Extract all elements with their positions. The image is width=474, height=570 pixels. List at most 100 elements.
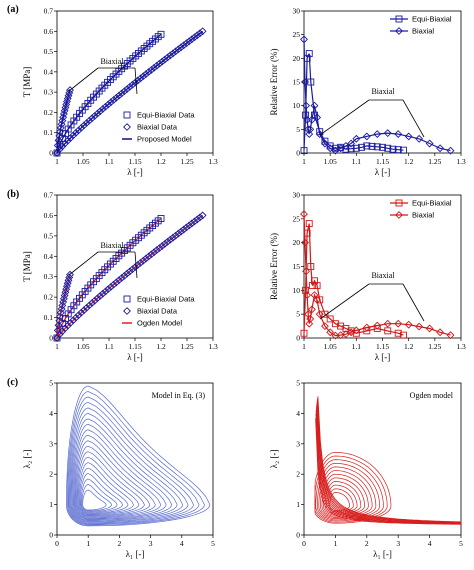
y-tick-label: 0: [49, 334, 53, 343]
y-tick-label: 0.1: [44, 313, 54, 322]
x-tick-label: 1.3: [208, 157, 218, 166]
y-tick-label: 0.3: [44, 88, 54, 97]
data-point: [131, 263, 140, 272]
data-point: [139, 256, 148, 265]
data-point: [187, 219, 196, 228]
data-point: [142, 70, 150, 79]
annotation-biaxial: Biaxial: [371, 87, 395, 96]
data-point: [166, 51, 175, 60]
y-tick-label: 4: [49, 409, 53, 418]
data-point: [152, 61, 161, 70]
contour-line: [76, 451, 145, 517]
x-tick-label: 1.1: [104, 342, 114, 351]
data-point: [128, 80, 137, 89]
data-point: [347, 145, 355, 153]
x-tick-label: 5: [211, 539, 215, 548]
data-point: [101, 102, 110, 111]
data-point: [379, 143, 386, 151]
x-tick-label: 2: [118, 539, 122, 548]
x-axis-label: λ [-]: [127, 167, 143, 177]
contour-line: [72, 429, 167, 520]
data-point: [195, 29, 204, 38]
legend-marker: [395, 15, 403, 23]
data-point: [56, 312, 64, 321]
contour-line: [315, 418, 461, 525]
x-tick-label: 1.25: [428, 157, 441, 166]
x-tick-label: 1.15: [376, 157, 389, 166]
contour-line: [70, 413, 183, 523]
x-tick-label: 1.05: [76, 342, 89, 351]
data-point: [384, 144, 392, 152]
data-point: [352, 134, 361, 143]
data-point: [301, 78, 309, 86]
data-point: [302, 101, 311, 110]
data-point: [163, 53, 172, 62]
data-point: [179, 41, 188, 50]
model-curve: [56, 214, 203, 339]
data-point: [425, 324, 434, 333]
data-point: [80, 306, 88, 315]
x-tick-label: 1: [55, 157, 59, 166]
x-tick-label: 4: [180, 539, 184, 548]
data-point: [174, 229, 183, 238]
x-tick-label: 1.15: [128, 157, 141, 166]
data-point: [394, 130, 403, 139]
y-tick-label: 15: [293, 78, 301, 87]
chart-title: Ogden model: [410, 391, 454, 400]
annotation-biaxial: Biaxial: [100, 57, 124, 66]
chart-a-right: 1 1.05 1.1 1.15 1.2 1.25 1.3 0 5 10 15 20 25 30 λ [-] R…: [269, 7, 466, 178]
x-tick-label: 1: [302, 157, 306, 166]
data-point: [117, 89, 126, 98]
y-tick-label: 0.7: [44, 7, 54, 16]
x-tick-label: 1.3: [456, 342, 466, 351]
contour-line: [317, 396, 462, 523]
contour-line: [316, 402, 462, 524]
data-point: [347, 139, 356, 148]
data-point: [436, 144, 445, 153]
data-point: [179, 225, 188, 234]
data-point: [315, 130, 324, 139]
data-point: [125, 267, 134, 276]
x-tick-label: 1.25: [428, 342, 441, 351]
data-point: [300, 210, 308, 219]
legend-label: Equi-Biaxial Data: [137, 111, 195, 120]
x-tick-label: 1.2: [404, 342, 414, 351]
data-point: [144, 68, 153, 76]
data-point: [320, 322, 329, 331]
data-point: [363, 142, 371, 150]
x-tick-label: 1.05: [76, 157, 89, 166]
x-tick-label: 1: [334, 539, 338, 548]
chart-title: Model in Eq. (3): [152, 391, 206, 400]
data-point: [190, 217, 199, 226]
data-point: [112, 278, 121, 287]
y-tick-label: 0.6: [44, 211, 54, 220]
legend-marker: [123, 111, 131, 119]
x-axis-label: λ [-]: [375, 167, 391, 177]
data-point: [308, 282, 316, 290]
y-tick-label: 0.2: [44, 108, 54, 117]
x-axis-label: λ [-]: [127, 352, 143, 362]
y-tick-label: 0: [49, 531, 53, 540]
contour-line: [73, 434, 162, 519]
data-point: [90, 111, 99, 120]
data-point: [66, 134, 75, 142]
x-tick-label: 1.1: [352, 342, 362, 351]
data-point: [182, 39, 191, 48]
y-tick-label: 0.5: [44, 47, 54, 56]
data-point: [155, 244, 164, 252]
contour-line: [74, 440, 156, 518]
data-point: [136, 74, 145, 83]
annotation-biaxial: Biaxial: [371, 271, 395, 280]
data-point: [394, 146, 402, 154]
data-point: [150, 248, 159, 257]
data-point: [302, 267, 311, 276]
data-point: [166, 235, 175, 244]
data-point: [123, 269, 132, 278]
data-point: [152, 246, 161, 255]
data-point: [321, 310, 329, 318]
data-point: [362, 132, 371, 141]
data-point: [131, 78, 140, 87]
data-point: [56, 127, 64, 136]
x-tick-label: 1.1: [352, 157, 362, 166]
y-tick-label: 0: [296, 531, 300, 540]
